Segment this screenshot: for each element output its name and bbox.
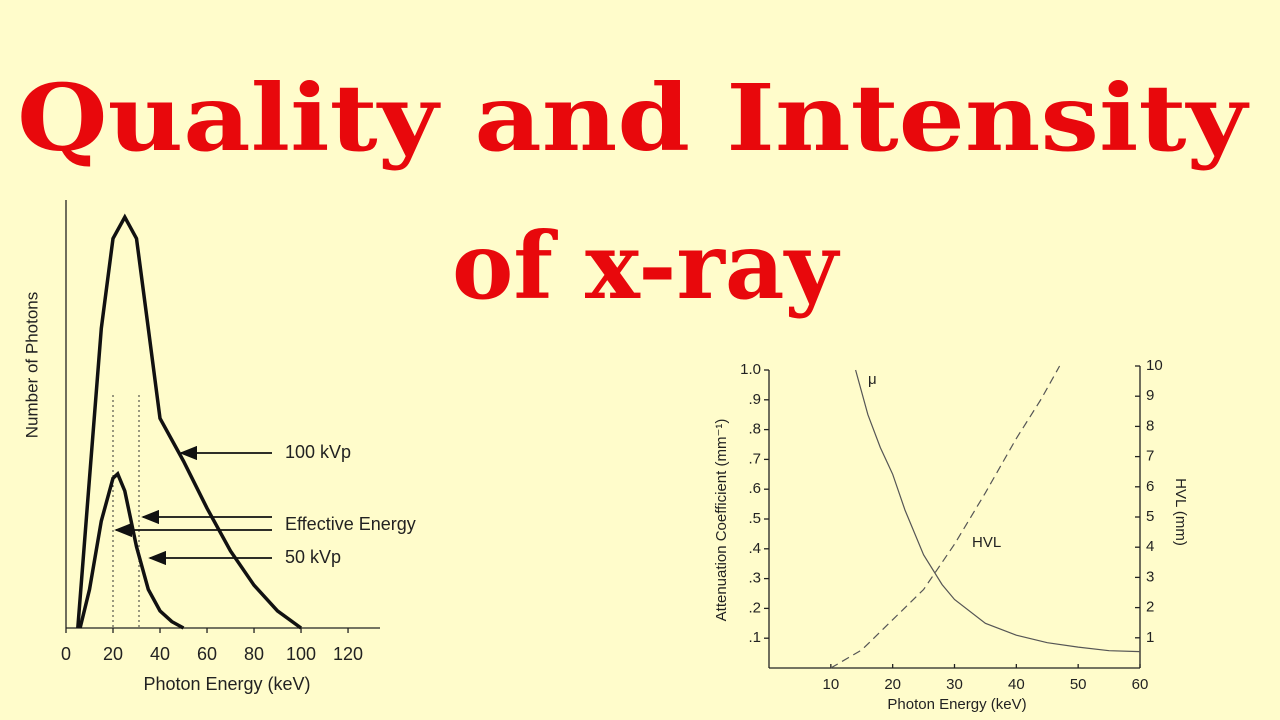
x-tick-label: 10 — [822, 676, 839, 693]
data-line — [855, 369, 1141, 653]
y2-tick-label: 4 — [1146, 538, 1154, 555]
y2-tick-label: 9 — [1146, 387, 1154, 404]
x-tick-label: 100 — [286, 644, 316, 664]
x-tick-label: 50 — [1070, 676, 1087, 693]
y-tick-label: 1.0 — [740, 361, 761, 378]
y-tick-label: .1 — [748, 629, 761, 646]
data-line — [78, 470, 185, 630]
x-tick-label: 120 — [333, 644, 363, 664]
y-axis-label: Number of Photons — [22, 292, 41, 438]
y2-axis-label: HVL (mm) — [1172, 478, 1189, 546]
y-tick-label: .8 — [748, 421, 761, 438]
title-line: of x-ray — [452, 212, 840, 320]
series-label: HVL — [972, 534, 1001, 551]
title-line: Quality and Intensity — [17, 64, 1250, 172]
y2-tick-label: 2 — [1146, 599, 1154, 616]
y2-tick-label: 7 — [1146, 448, 1154, 465]
y-tick-label: .7 — [748, 450, 761, 467]
y2-tick-label: 6 — [1146, 478, 1154, 495]
y2-tick-label: 5 — [1146, 508, 1154, 525]
y2-tick-label: 1 — [1146, 629, 1154, 646]
y-tick-label: .3 — [748, 570, 761, 587]
y2-tick-label: 3 — [1146, 568, 1154, 585]
x-tick-label: 40 — [150, 644, 170, 664]
x-tick-label: 20 — [103, 644, 123, 664]
x-tick-label: 80 — [244, 644, 264, 664]
data-line — [830, 365, 1061, 669]
x-axis-label: Photon Energy (keV) — [143, 674, 310, 694]
series-label: μ — [868, 371, 877, 388]
x-tick-label: 60 — [1132, 676, 1149, 693]
y2-tick-label: 10 — [1146, 357, 1163, 374]
y-tick-label: .9 — [748, 391, 761, 408]
x-tick-label: 0 — [61, 644, 71, 664]
y-axis-label: Attenuation Coefficient (mm⁻¹) — [713, 419, 730, 622]
x-tick-label: 30 — [946, 676, 963, 693]
annotation: Effective Energy — [285, 514, 416, 534]
x-tick-label: 40 — [1008, 676, 1025, 693]
y2-tick-label: 8 — [1146, 417, 1154, 434]
x-tick-label: 20 — [884, 676, 901, 693]
annotation: 100 kVp — [285, 442, 351, 462]
y-tick-label: .4 — [748, 540, 761, 557]
y-tick-label: .2 — [748, 599, 761, 616]
y-tick-label: .5 — [748, 510, 761, 527]
x-axis-label: Photon Energy (keV) — [887, 696, 1026, 713]
y-tick-label: .6 — [748, 480, 761, 497]
data-line — [76, 213, 303, 630]
x-tick-label: 60 — [197, 644, 217, 664]
annotation: 50 kVp — [285, 547, 341, 567]
